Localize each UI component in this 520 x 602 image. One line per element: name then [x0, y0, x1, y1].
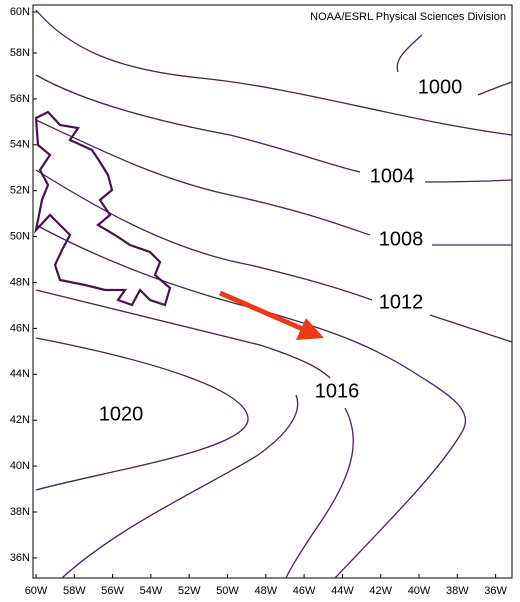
- credit: NOAA/ESRL Physical Sciences Division: [310, 11, 506, 23]
- isobar: [477, 81, 513, 96]
- lat-label: 48N: [10, 276, 30, 288]
- lat-label: 38N: [10, 506, 30, 518]
- lon-label: 56W: [101, 585, 124, 597]
- lat-label: 42N: [10, 414, 30, 426]
- lon-label: 48W: [254, 585, 277, 597]
- isobar: [35, 337, 249, 491]
- lat-label: 54N: [10, 139, 30, 151]
- isobar: [35, 119, 371, 236]
- lat-label: 44N: [10, 368, 30, 380]
- lon-label: 50W: [216, 585, 239, 597]
- map-frame: [32, 4, 513, 579]
- lat-label: 36N: [10, 552, 30, 564]
- contour-label: 1020: [99, 403, 144, 425]
- lat-label: 40N: [10, 460, 30, 472]
- contour-label: 1016: [315, 380, 360, 402]
- isobar: [61, 394, 299, 579]
- contour-label: 1012: [379, 291, 424, 313]
- lon-label: 44W: [331, 585, 354, 597]
- lat-label: 56N: [10, 93, 30, 105]
- newfoundland-coast: [34, 110, 172, 307]
- lon-label: 42W: [369, 585, 392, 597]
- lon-label: 46W: [293, 585, 316, 597]
- lon-label: 52W: [178, 585, 201, 597]
- isobar: [396, 34, 423, 73]
- isobar: [35, 9, 513, 136]
- lon-label: 40W: [408, 585, 431, 597]
- isobar: [35, 289, 331, 379]
- lon-label: 38W: [446, 585, 469, 597]
- lon-label: 36W: [484, 585, 507, 597]
- lat-label: 46N: [10, 322, 30, 334]
- lat-label: 50N: [10, 231, 30, 243]
- lat-label: 60N: [10, 6, 30, 18]
- isobar: [35, 169, 373, 301]
- isobar: [424, 179, 513, 183]
- isobars: [35, 9, 513, 579]
- contour-label: 1008: [379, 228, 424, 250]
- contour-label: 1004: [370, 165, 415, 187]
- trajectory-arrow: [219, 290, 324, 340]
- lon-label: 54W: [140, 585, 163, 597]
- lon-label: 58W: [63, 585, 86, 597]
- lat-label: 52N: [10, 185, 30, 197]
- isobar: [35, 74, 361, 173]
- lat-label: 58N: [10, 47, 30, 59]
- contour-label: 1000: [418, 76, 463, 98]
- isobar: [35, 224, 467, 579]
- isobar: [285, 407, 354, 579]
- lon-label: 60W: [25, 585, 48, 597]
- isobar: [429, 314, 513, 343]
